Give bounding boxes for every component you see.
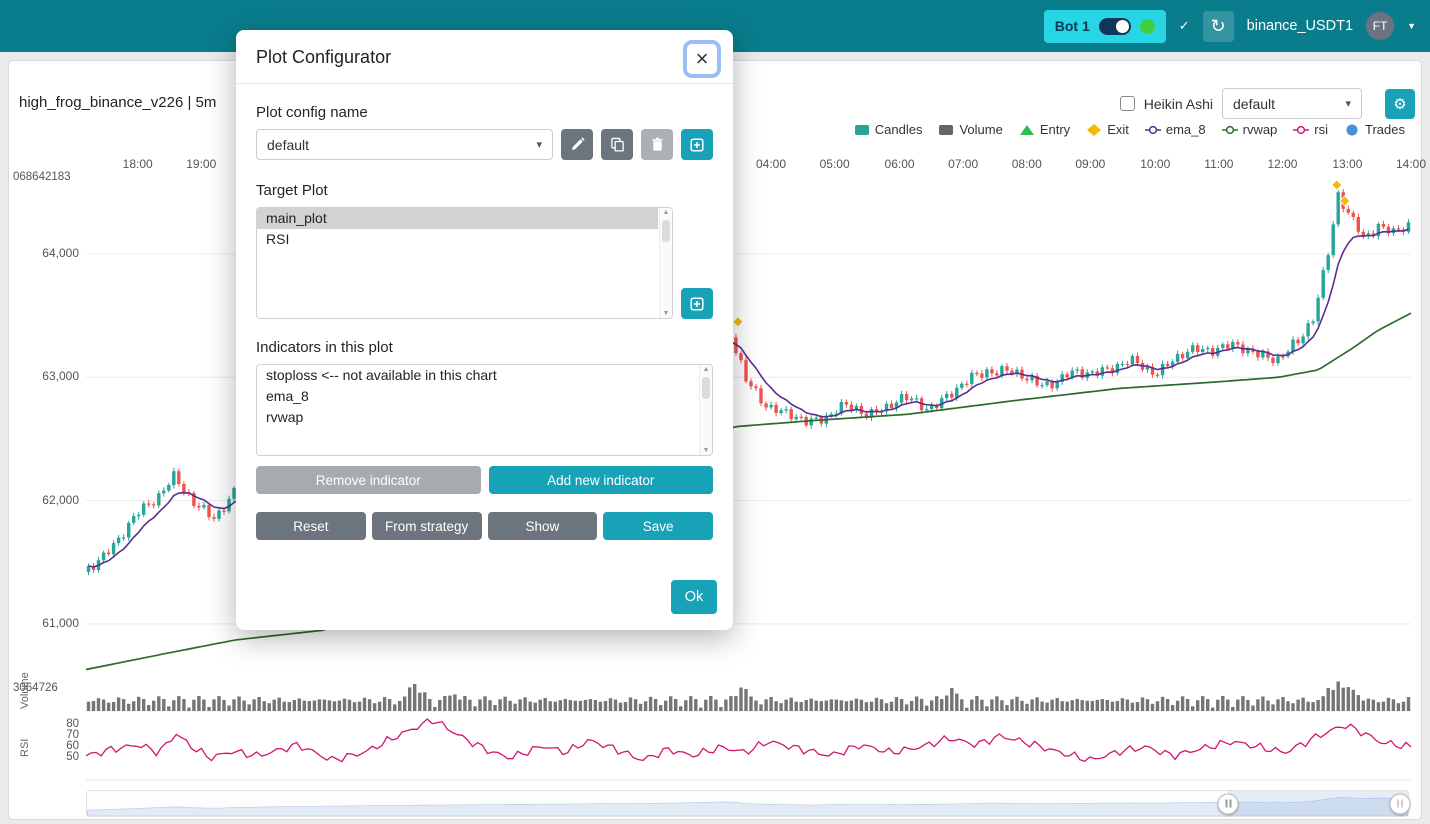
remove-indicator-button[interactable]: Remove indicator — [256, 466, 481, 494]
gear-icon[interactable]: ⚙ — [1385, 88, 1415, 119]
legend-Trades[interactable]: Trades — [1344, 122, 1405, 137]
indicator-item[interactable]: rvwap — [266, 409, 304, 425]
legend-Exit[interactable]: Exit — [1086, 122, 1129, 137]
from-strategy-button[interactable]: From strategy — [371, 512, 482, 540]
y-axis-tick: 64,000 — [42, 246, 79, 260]
config-name-select-value: default — [267, 136, 310, 153]
x-axis-tick: 18:00 — [122, 157, 153, 171]
x-axis-tick: 04:00 — [756, 157, 787, 171]
add-indicator-button[interactable]: Add new indicator — [488, 466, 713, 494]
chart-legend: Candles Volume Entry Exit ema_8 rvwap rsi Trade… — [854, 122, 1405, 137]
modal-header: Plot Configurator × — [236, 30, 733, 84]
plot-config-select-value: default — [1233, 95, 1276, 112]
add-plot-icon[interactable] — [681, 288, 713, 319]
legend-Volume[interactable]: Volume — [938, 122, 1003, 137]
x-axis-tick: 10:00 — [1140, 157, 1171, 171]
toggle-knob — [1115, 19, 1129, 33]
bot-name: Bot 1 — [1054, 18, 1090, 34]
delete-icon[interactable] — [641, 129, 673, 160]
target-plot-listbox[interactable]: main_plot RSI ▲ ▼ — [256, 207, 673, 319]
legend-ema_8[interactable]: ema_8 — [1144, 122, 1206, 137]
volume-axis-value: 3064726 — [13, 682, 58, 694]
legend-rvwap[interactable]: rvwap — [1221, 122, 1277, 137]
x-axis-tick: 11:00 — [1204, 157, 1234, 171]
datazoom-data-shadow — [87, 797, 1408, 816]
rsi-axis-tick: 70 — [66, 729, 79, 741]
ok-button[interactable]: Ok — [671, 580, 717, 614]
close-icon[interactable]: × — [686, 43, 718, 75]
y-axis-tick: 61,000 — [42, 615, 79, 630]
config-name-select[interactable]: default ▾ — [256, 129, 553, 160]
edit-icon[interactable] — [561, 129, 593, 160]
y-axis-tick: 62,000 — [42, 492, 79, 507]
refresh-button[interactable]: ↻ — [1202, 10, 1234, 42]
add-config-icon[interactable] — [681, 129, 713, 160]
chart-controls: Heikin Ashi default ▾ ⚙ — [1119, 88, 1415, 119]
bot-title: binance_USDT1 — [1246, 18, 1354, 34]
legend-rsi[interactable]: rsi — [1293, 122, 1328, 137]
Candles-marker-icon — [854, 124, 869, 135]
heikin-ashi-checkbox[interactable] — [1119, 96, 1135, 111]
indicator-item[interactable]: ema_8 — [266, 388, 309, 404]
reset-button[interactable]: Reset — [256, 512, 366, 540]
copy-icon[interactable] — [601, 129, 633, 160]
target-plot-item[interactable]: RSI — [266, 231, 290, 247]
target-plot-item[interactable]: main_plot — [257, 208, 658, 229]
y-axis-top-label: 068642183 — [13, 171, 71, 183]
x-axis-tick: 13:00 — [1332, 157, 1363, 171]
modal-body: Plot config name default ▾ Target Plot m… — [236, 84, 733, 560]
x-axis-tick: 09:00 — [1075, 157, 1106, 171]
scrollbar[interactable]: ▲ ▼ — [699, 365, 712, 455]
x-axis-tick: 08:00 — [1011, 157, 1042, 171]
ema_8-marker-icon — [1144, 125, 1161, 134]
legend-Candles[interactable]: Candles — [854, 122, 922, 137]
modal-footer: Ok — [236, 560, 733, 630]
indicators-listbox[interactable]: stoploss <-- not available in this chart… — [256, 364, 713, 456]
Trades-marker-icon — [1346, 124, 1358, 135]
legend-Entry[interactable]: Entry — [1019, 122, 1070, 137]
indicator-item[interactable]: stoploss <-- not available in this chart — [266, 367, 497, 383]
x-axis-tick: 14:00 — [1395, 157, 1427, 171]
y-axis-tick: 63,000 — [42, 369, 79, 384]
avatar[interactable]: FT — [1366, 12, 1395, 40]
rsi-marker-icon — [1293, 125, 1310, 134]
datazoom-left-handle[interactable] — [1217, 793, 1239, 814]
target-plot-label: Target Plot — [256, 182, 328, 199]
chevron-down-icon: ▾ — [1345, 98, 1351, 110]
config-name-label: Plot config name — [256, 104, 368, 121]
chevron-down-icon: ▾ — [536, 139, 542, 151]
plot-configurator-modal: Plot Configurator × Plot config name def… — [236, 30, 733, 630]
caret-down-icon[interactable]: ▼ — [1407, 21, 1416, 31]
volume-axis-name: Volume — [19, 672, 31, 709]
bot-toggle[interactable] — [1098, 17, 1131, 35]
datazoom-right-handle[interactable] — [1389, 793, 1411, 814]
datazoom-selected-range[interactable] — [1228, 791, 1408, 816]
bot-selector[interactable]: Bot 1 — [1043, 9, 1166, 43]
indicators-label: Indicators in this plot — [256, 339, 393, 356]
save-button[interactable]: Save — [603, 512, 713, 540]
rsi-axis-tick: 50 — [66, 751, 79, 763]
rsi-axis-name: RSI — [19, 738, 31, 757]
bot-online-dot — [1139, 18, 1155, 34]
check-icon: ✓ — [1178, 18, 1190, 33]
rsi-axis-tick: 60 — [66, 740, 79, 752]
rvwap-marker-icon — [1221, 125, 1238, 134]
rsi-axis-tick: 80 — [66, 718, 79, 730]
plot-config-select[interactable]: default ▾ — [1222, 88, 1362, 119]
Entry-marker-icon — [1019, 124, 1034, 135]
Volume-marker-icon — [939, 124, 954, 135]
x-axis-tick: 06:00 — [884, 157, 915, 171]
datazoom-slider[interactable] — [86, 790, 1411, 817]
x-axis-tick: 05:00 — [819, 157, 850, 171]
show-button[interactable]: Show — [487, 512, 598, 540]
chart-title: high_frog_binance_v226 | 5m — [19, 94, 217, 111]
modal-title: Plot Configurator — [256, 47, 392, 67]
Exit-marker-icon — [1087, 123, 1102, 136]
scrollbar[interactable]: ▲ ▼ — [659, 208, 672, 318]
x-axis-tick: 07:00 — [948, 157, 979, 171]
x-axis-tick: 12:00 — [1267, 157, 1298, 171]
x-axis-tick: 19:00 — [186, 157, 217, 171]
heikin-ashi-label: Heikin Ashi — [1143, 95, 1213, 112]
